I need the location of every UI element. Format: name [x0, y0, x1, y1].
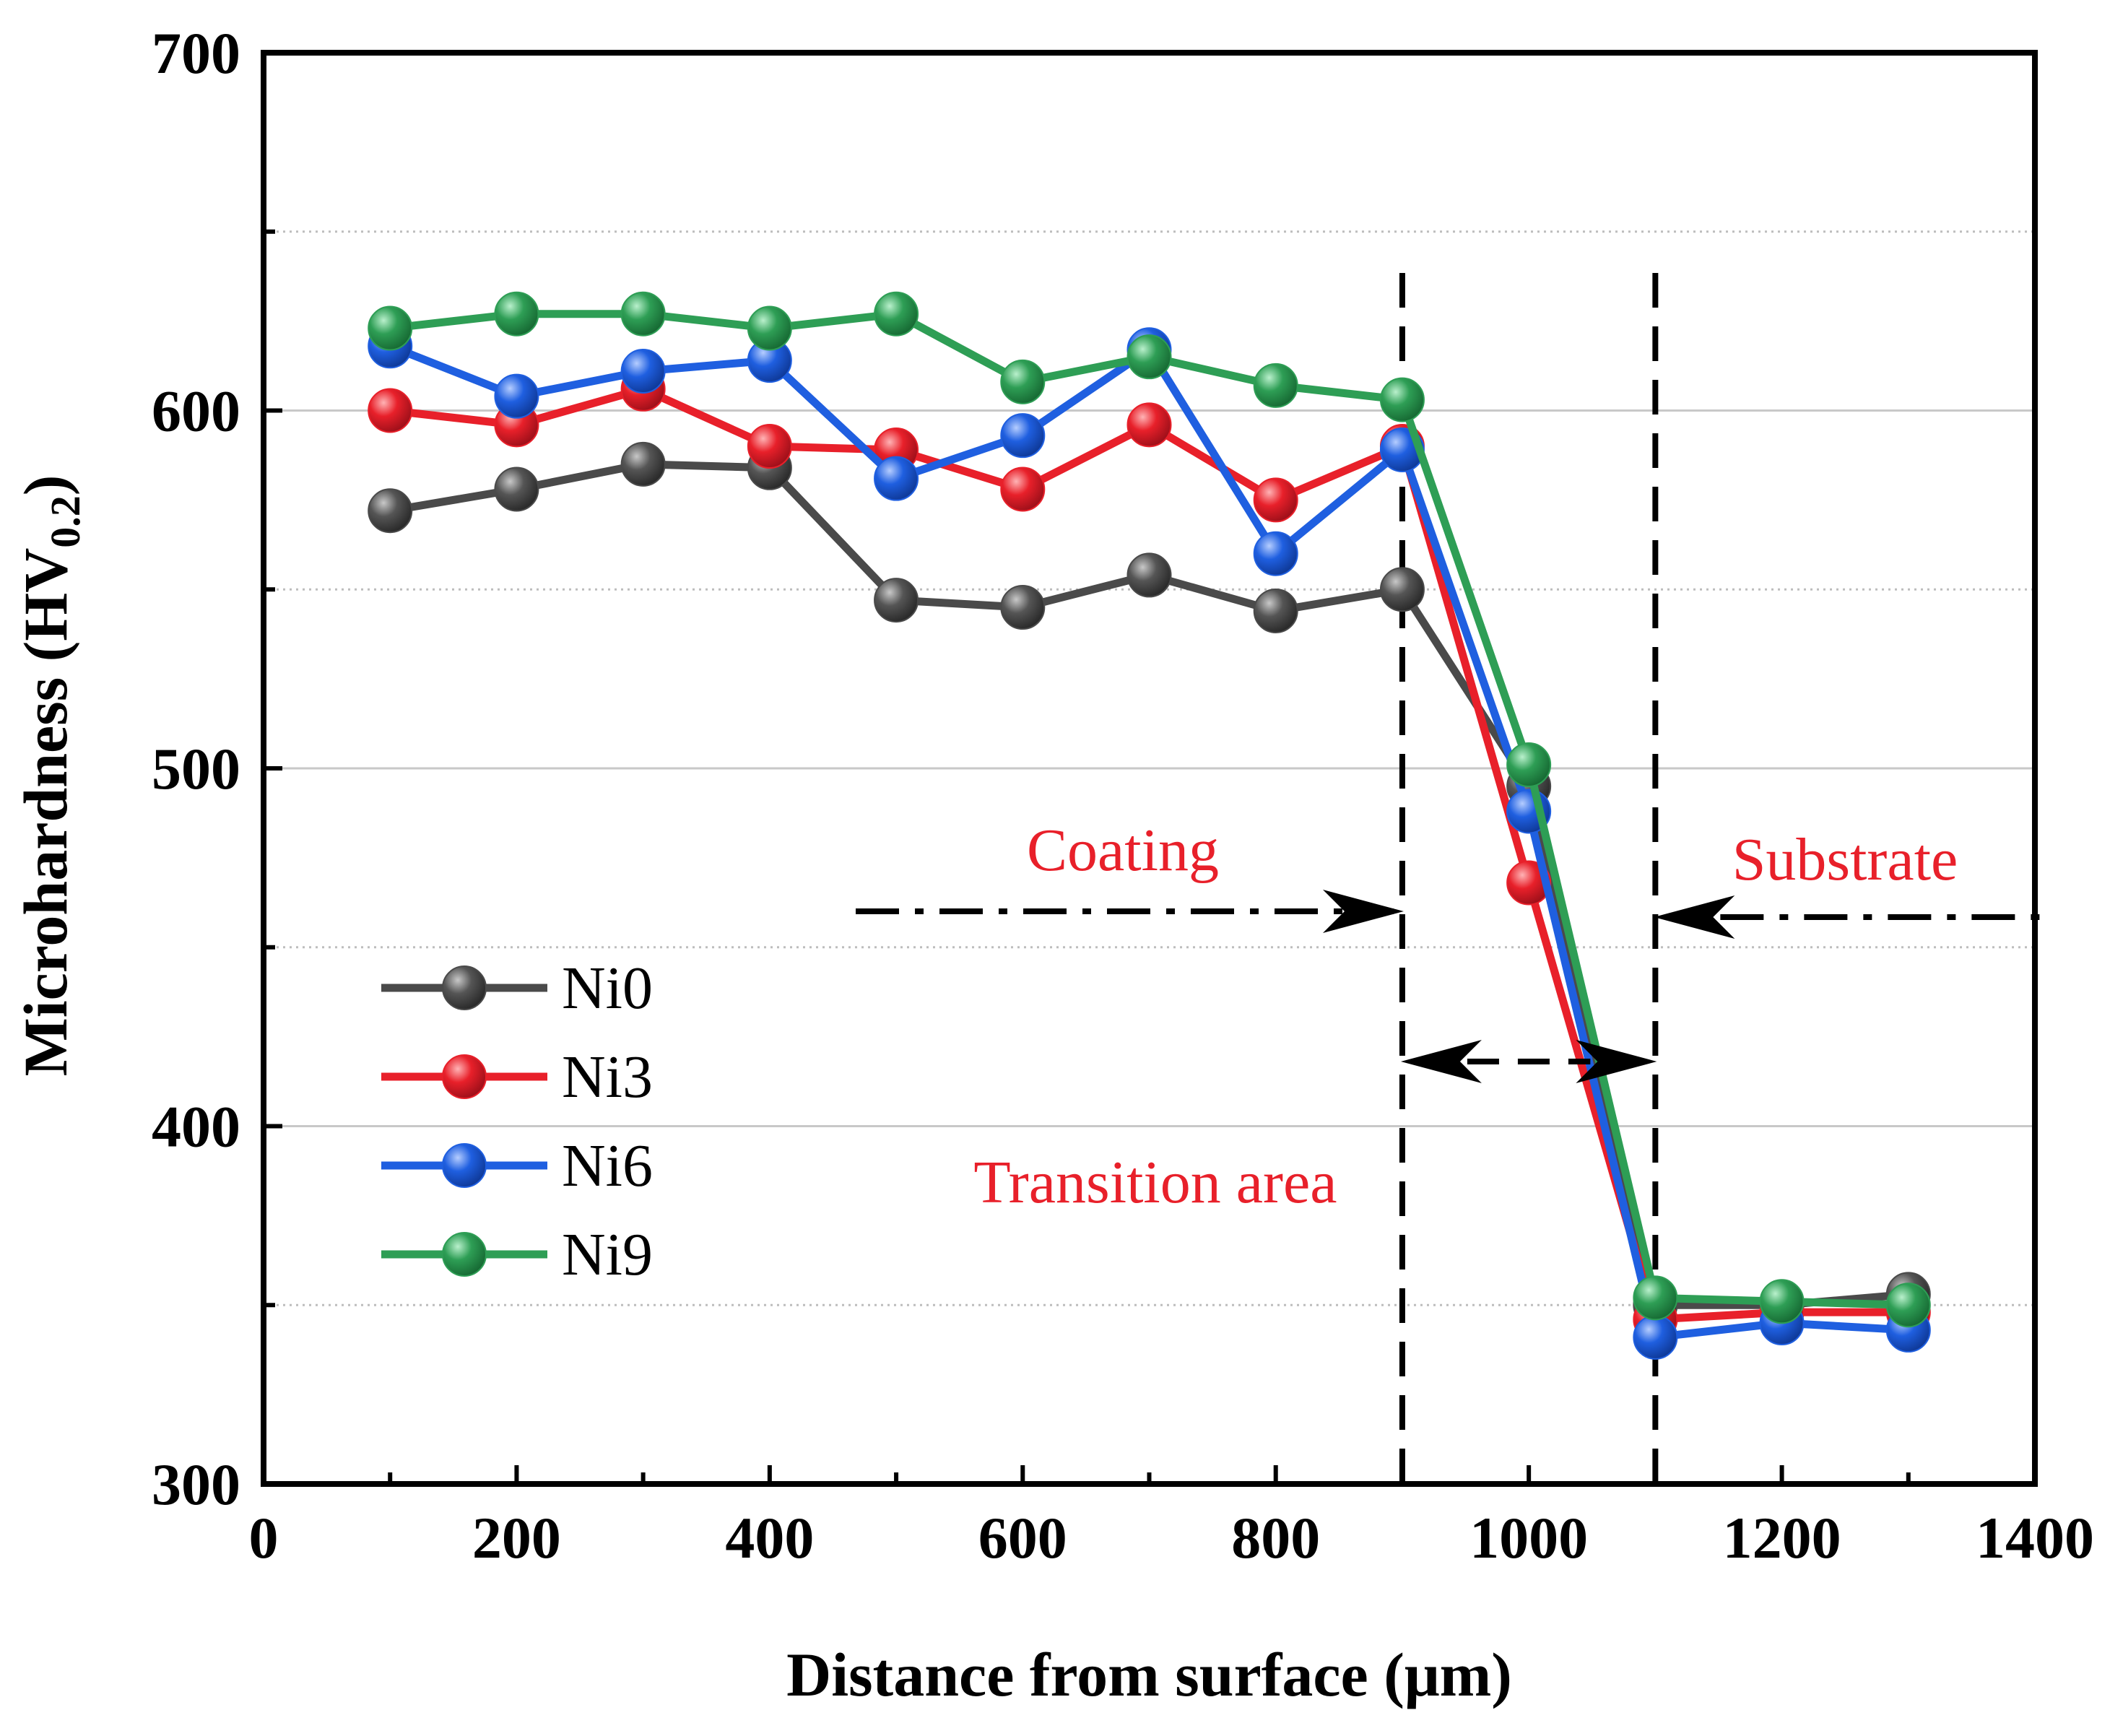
data-point-Ni9	[620, 291, 666, 337]
data-point-Ni9	[747, 305, 792, 351]
data-point-Ni3	[1253, 477, 1298, 523]
legend-label: Ni3	[562, 1043, 653, 1111]
x-tick-label: 200	[472, 1505, 561, 1571]
data-point-Ni0	[1253, 588, 1298, 633]
region-boundaries	[1399, 273, 1659, 1484]
legend-swatch-marker	[442, 1054, 487, 1099]
data-point-Ni0	[494, 466, 539, 512]
data-point-Ni6	[494, 373, 539, 419]
data-point-Ni9	[874, 291, 919, 337]
series-layer	[368, 291, 1931, 1360]
y-axis-title: Microhardness (HV0.2)	[11, 475, 89, 1077]
legend-item-Ni3: Ni3	[381, 1043, 653, 1111]
transition-arrow-head-left	[1400, 1040, 1482, 1083]
substrate-arrow-head	[1654, 895, 1735, 939]
data-point-Ni0	[874, 578, 919, 623]
y-axis-title-subscript: 0.2	[42, 495, 89, 548]
x-tick-label: 0	[249, 1505, 279, 1571]
legend-swatch-marker	[442, 1232, 487, 1277]
data-point-Ni0	[368, 488, 413, 534]
legend: Ni0 Ni3 Ni6 Ni9	[381, 955, 653, 1288]
data-point-Ni3	[1000, 466, 1046, 512]
data-point-Ni6	[1253, 531, 1298, 576]
data-point-Ni9	[1379, 377, 1425, 422]
y-tick-label: 300	[152, 1451, 240, 1517]
coating-label: Coating	[1027, 817, 1219, 884]
data-point-Ni9	[1885, 1283, 1931, 1328]
y-axis-title-main: Microhardness (HV	[11, 548, 80, 1077]
region-arrows	[856, 890, 2042, 1083]
legend-item-Ni0: Ni0	[381, 955, 653, 1022]
annotations: Coating Substrate Transition area	[973, 817, 1958, 1216]
data-point-Ni6	[874, 456, 919, 501]
legend-label: Ni6	[562, 1132, 653, 1199]
y-axis-title-close: )	[11, 475, 80, 496]
data-point-Ni9	[1000, 359, 1046, 404]
data-point-Ni6	[620, 348, 666, 394]
y-tick-label: 700	[152, 20, 240, 86]
coating-arrow-head	[1322, 890, 1404, 933]
x-tick-label: 600	[978, 1505, 1067, 1571]
transition-area-label: Transition area	[973, 1149, 1337, 1216]
data-point-Ni6	[1000, 413, 1046, 459]
y-tick-label: 600	[152, 378, 240, 444]
legend-label: Ni9	[562, 1221, 653, 1288]
x-axis-title: Distance from surface (μm)	[786, 1640, 1512, 1709]
substrate-label: Substrate	[1732, 826, 1958, 893]
data-point-Ni9	[1506, 742, 1552, 788]
data-point-Ni9	[494, 291, 539, 337]
x-tick-label: 400	[725, 1505, 814, 1571]
data-point-Ni9	[1126, 334, 1172, 380]
data-point-Ni0	[1379, 567, 1425, 612]
legend-swatch-marker	[442, 1143, 487, 1188]
data-point-Ni9	[1633, 1275, 1678, 1321]
data-point-Ni0	[620, 441, 666, 487]
y-tick-label: 400	[152, 1094, 240, 1160]
data-point-Ni3	[368, 388, 413, 433]
x-tick-label: 1400	[1976, 1505, 2094, 1571]
legend-item-Ni9: Ni9	[381, 1221, 653, 1288]
data-point-Ni3	[747, 424, 792, 469]
series-Ni9	[368, 291, 1931, 1328]
legend-label: Ni0	[562, 955, 653, 1022]
axis-ticks	[264, 229, 1911, 1484]
tick-labels: 0 200 400 600 800 1000 1200 1400 300 400 500 600 700	[152, 20, 2094, 1571]
y-tick-label: 500	[152, 736, 240, 802]
legend-item-Ni6: Ni6	[381, 1132, 653, 1199]
data-point-Ni9	[1253, 363, 1298, 408]
x-tick-label: 1000	[1469, 1505, 1588, 1571]
data-point-Ni0	[1000, 585, 1046, 630]
legend-swatch-marker	[442, 965, 487, 1010]
data-point-Ni6	[1633, 1314, 1678, 1360]
x-tick-label: 800	[1231, 1505, 1320, 1571]
x-tick-label: 1200	[1723, 1505, 1841, 1571]
data-point-Ni0	[1126, 552, 1172, 598]
data-point-Ni9	[1759, 1279, 1805, 1324]
data-point-Ni9	[368, 305, 413, 351]
data-point-Ni3	[1126, 402, 1172, 448]
transition-arrow-head-right	[1576, 1040, 1657, 1083]
